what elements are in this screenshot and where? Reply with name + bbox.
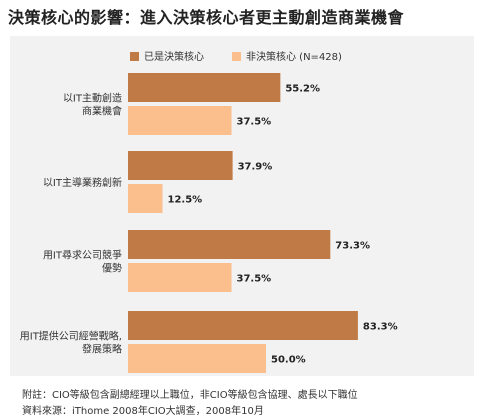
bar-3-series-1 [128, 230, 331, 259]
value-label-3-2: 37.5% [237, 274, 272, 285]
bar-3-series-2 [128, 263, 232, 292]
bar-1-series-2 [128, 106, 232, 135]
legend-label-1: 已是決策核心 [144, 50, 204, 63]
value-label-2-1: 37.9% [238, 162, 273, 173]
legend-swatch-2 [232, 52, 241, 61]
value-label-3-1: 73.3% [335, 241, 370, 252]
footnote-note: 附註：CIO等級包含副總經理以上職位，非CIO等級包含協理、處長以下職位 [22, 390, 358, 401]
legend-label-2: 非決策核心 (N=428) [246, 50, 342, 63]
value-label-2-2: 12.5% [168, 195, 203, 206]
bar-1-series-1 [128, 73, 281, 102]
category-label-3: 用IT尋求公司競爭 [43, 249, 122, 262]
bar-4-series-1 [128, 311, 358, 340]
category-label-1: 商業機會 [82, 105, 122, 118]
value-label-4-2: 50.0% [271, 355, 306, 366]
bar-2-series-2 [128, 184, 163, 213]
bars-group [128, 73, 358, 373]
value-label-1-1: 55.2% [285, 84, 320, 95]
category-label-2: 以IT主導業務創新 [43, 176, 122, 189]
category-label-4: 發展策略 [82, 343, 122, 356]
category-label-4: 用IT提供公司經營戰略, [20, 330, 122, 343]
category-label-1: 以IT主動創造 [63, 92, 122, 105]
value-label-1-2: 37.5% [237, 117, 272, 128]
value-label-4-1: 83.3% [363, 322, 398, 333]
footnote-source: 資料來源：iThome 2008年CIO大調查，2008年10月 [22, 406, 264, 417]
category-label-3: 優勢 [102, 262, 122, 275]
bar-2-series-1 [128, 151, 233, 180]
bar-4-series-2 [128, 344, 266, 373]
chart-title: 決策核心的影響：進入決策核心者更主動創造商業機會 [8, 8, 405, 27]
legend-swatch-1 [130, 52, 139, 61]
legend: 已是決策核心 非決策核心 (N=428) [130, 50, 342, 63]
